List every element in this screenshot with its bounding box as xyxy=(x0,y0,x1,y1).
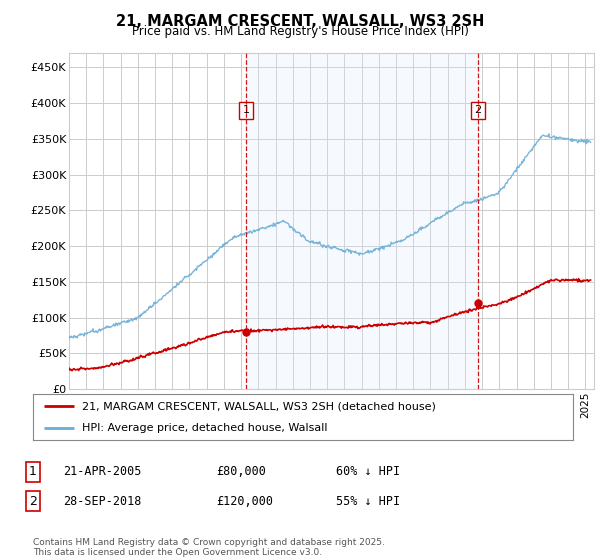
Bar xyxy=(246,53,478,389)
Text: Contains HM Land Registry data © Crown copyright and database right 2025.
This d: Contains HM Land Registry data © Crown c… xyxy=(33,538,385,557)
Text: 21-APR-2005: 21-APR-2005 xyxy=(63,465,142,478)
Text: 2: 2 xyxy=(29,494,37,508)
Text: Price paid vs. HM Land Registry's House Price Index (HPI): Price paid vs. HM Land Registry's House … xyxy=(131,25,469,38)
Text: 1: 1 xyxy=(29,465,37,478)
Text: 2: 2 xyxy=(474,105,481,115)
Text: 21, MARGAM CRESCENT, WALSALL, WS3 2SH: 21, MARGAM CRESCENT, WALSALL, WS3 2SH xyxy=(116,14,484,29)
Text: 21, MARGAM CRESCENT, WALSALL, WS3 2SH (detached house): 21, MARGAM CRESCENT, WALSALL, WS3 2SH (d… xyxy=(82,401,436,411)
Text: £80,000: £80,000 xyxy=(216,465,266,478)
Text: £120,000: £120,000 xyxy=(216,494,273,508)
Text: 55% ↓ HPI: 55% ↓ HPI xyxy=(336,494,400,508)
Text: HPI: Average price, detached house, Walsall: HPI: Average price, detached house, Wals… xyxy=(82,423,327,433)
Text: 60% ↓ HPI: 60% ↓ HPI xyxy=(336,465,400,478)
Text: 28-SEP-2018: 28-SEP-2018 xyxy=(63,494,142,508)
Text: 1: 1 xyxy=(243,105,250,115)
